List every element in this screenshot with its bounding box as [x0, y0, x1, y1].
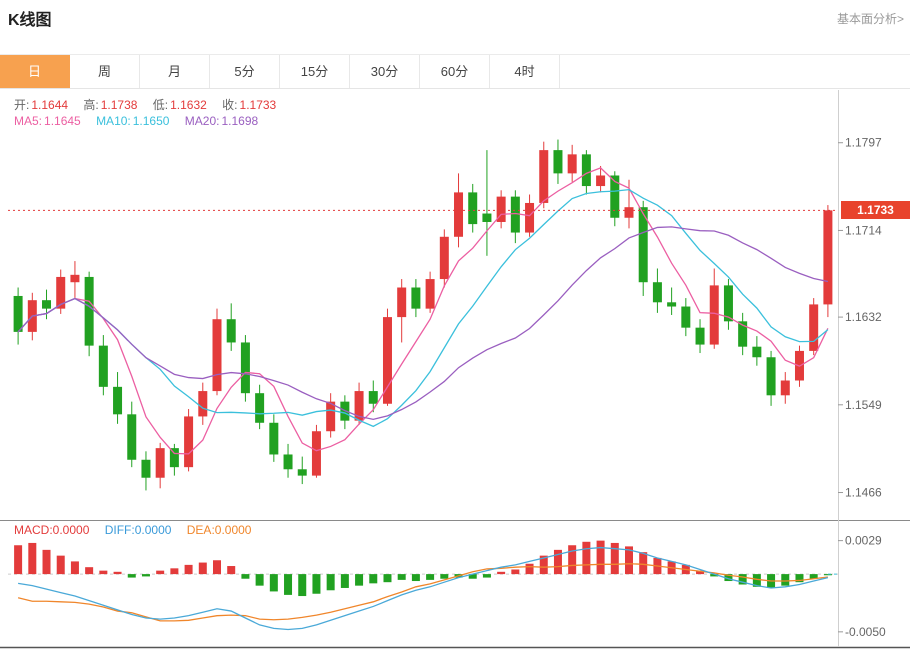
tab-week[interactable]: 周	[70, 55, 140, 88]
low-value: 1.1632	[170, 98, 207, 112]
high-label: 高:	[83, 98, 99, 112]
ma20-label: MA20:	[184, 114, 220, 128]
tab-30min[interactable]: 30分	[350, 55, 420, 88]
macd-value: MACD:0.0000	[14, 523, 90, 537]
open-value: 1.1644	[31, 98, 69, 112]
low-label: 低:	[152, 98, 169, 112]
open-label: 开:	[14, 98, 30, 112]
svg-text:0.0029: 0.0029	[845, 534, 882, 548]
svg-text:1.1797: 1.1797	[845, 136, 882, 150]
tab-60min[interactable]: 60分	[420, 55, 490, 88]
svg-text:1.1632: 1.1632	[845, 310, 882, 324]
current-price-tag: 1.1733	[841, 201, 910, 220]
ma5-value: 1.1645	[44, 114, 81, 128]
high-value: 1.1738	[100, 98, 138, 112]
tab-5min[interactable]: 5分	[210, 55, 280, 88]
tab-4hour[interactable]: 4时	[490, 55, 560, 88]
ma5-label: MA5:	[14, 114, 43, 128]
macd-legend: MACD:0.0000 DIFF:0.0000 DEA:0.0000	[14, 523, 263, 537]
close-label: 收:	[222, 98, 238, 112]
tab-day[interactable]: 日	[0, 55, 70, 88]
svg-text:-0.0050: -0.0050	[845, 625, 886, 639]
svg-text:1.1549: 1.1549	[845, 398, 882, 412]
diff-value: DIFF:0.0000	[104, 523, 172, 537]
dea-value: DEA:0.0000	[186, 523, 252, 537]
tab-15min[interactable]: 15分	[280, 55, 350, 88]
page-title: K线图	[8, 12, 52, 29]
ma10-label: MA10:	[96, 114, 131, 128]
svg-text:1.1466: 1.1466	[845, 486, 882, 500]
tab-month[interactable]: 月	[140, 55, 210, 88]
interval-tabs: 日 周 月 5分 15分 30分 60分 4时	[0, 54, 910, 89]
ohlc-legend: 开: 1.1644 高: 1.1738 低: 1.1632 收: 1.1733	[14, 96, 288, 113]
ma10-value: 1.1650	[132, 114, 170, 128]
close-value: 1.1733	[239, 98, 277, 112]
svg-text:1.1714: 1.1714	[845, 223, 882, 237]
fundamental-analysis-link[interactable]: 基本面分析>	[836, 12, 904, 26]
ma-legend: MA5: 1.1645 MA10: 1.1650 MA20: 1.1698	[14, 114, 270, 128]
ma20-value: 1.1698	[221, 114, 259, 128]
